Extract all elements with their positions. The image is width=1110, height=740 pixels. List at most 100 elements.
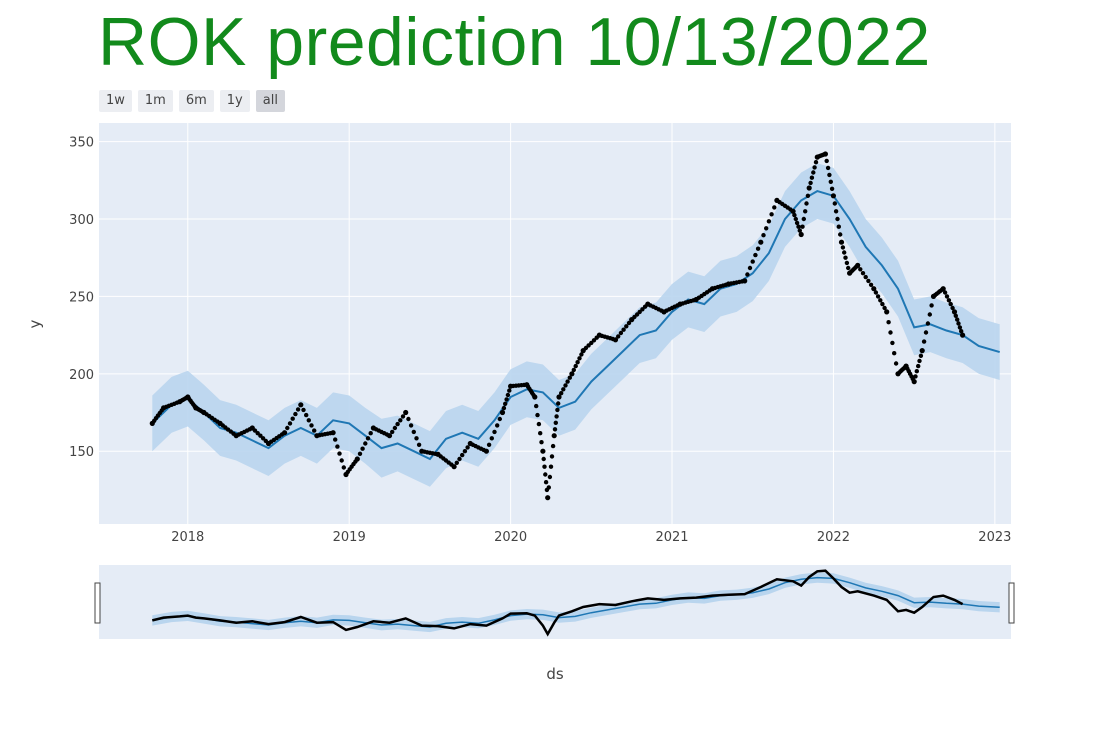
actual-point <box>492 429 497 435</box>
actual-point <box>341 465 346 470</box>
actual-point <box>337 451 342 456</box>
y-tick-label: 200 <box>69 368 94 383</box>
range-button-1w[interactable]: 1w <box>99 90 132 112</box>
actual-point <box>504 397 509 402</box>
actual-point <box>925 321 931 326</box>
actual-point <box>960 332 966 338</box>
actual-point <box>946 298 952 303</box>
actual-point <box>842 250 847 255</box>
range-button-all[interactable]: all <box>255 90 285 112</box>
actual-point <box>555 407 560 413</box>
actual-point <box>927 312 932 317</box>
actual-point <box>545 495 551 501</box>
actual-point <box>833 209 839 214</box>
actual-point <box>460 452 465 458</box>
actual-point <box>301 407 306 413</box>
actual-point <box>893 361 899 366</box>
actual-point <box>451 464 457 470</box>
x-tick-label: 2020 <box>494 530 527 545</box>
actual-point <box>838 232 843 237</box>
actual-point <box>844 260 850 266</box>
actual-point <box>532 394 538 400</box>
actual-point <box>745 272 750 277</box>
x-tick-label: 2021 <box>655 530 688 545</box>
range-button-1m[interactable]: 1m <box>137 90 173 112</box>
actual-point <box>543 472 548 477</box>
actual-point <box>539 440 544 445</box>
actual-point <box>747 265 753 271</box>
x-tick-label: 2019 <box>333 530 366 545</box>
actual-point <box>549 454 555 459</box>
x-axis-title: ds <box>546 665 564 683</box>
actual-point <box>293 411 298 417</box>
x-tick-label: 2022 <box>817 530 850 545</box>
plot-area[interactable] <box>99 123 1011 524</box>
actual-point <box>753 252 758 258</box>
actual-point <box>543 480 549 485</box>
actual-point <box>866 278 871 284</box>
range-slider-right-handle[interactable] <box>1008 582 1015 624</box>
actual-point <box>304 412 309 418</box>
range-slider-left-handle[interactable] <box>94 582 101 624</box>
actual-point <box>312 428 317 433</box>
actual-point <box>556 401 561 406</box>
y-tick-labels: 150 200 250 300 350 <box>69 136 94 461</box>
actual-point <box>836 224 841 229</box>
actual-point <box>400 414 406 419</box>
mini-band <box>152 572 1000 633</box>
actual-point <box>507 388 512 393</box>
range-button-1y[interactable]: 1y <box>219 90 250 112</box>
actual-point <box>953 313 958 318</box>
actual-point <box>796 224 801 229</box>
actual-point <box>339 458 344 463</box>
actual-point <box>282 430 288 436</box>
actual-point <box>577 356 582 361</box>
actual-point <box>538 431 543 436</box>
actual-point <box>750 259 755 264</box>
actual-point <box>843 255 848 260</box>
actual-point <box>368 431 373 436</box>
actual-point <box>330 430 336 436</box>
actual-point <box>287 421 293 426</box>
actual-point <box>766 219 772 224</box>
actual-point <box>811 170 816 175</box>
actual-point <box>550 443 556 449</box>
actual-point <box>579 352 584 357</box>
actual-point <box>800 224 805 229</box>
actual-point <box>792 212 797 218</box>
actual-point <box>542 464 547 469</box>
actual-point <box>363 441 368 446</box>
actual-point <box>911 379 917 385</box>
actual-point <box>298 402 304 408</box>
mini-actual-line <box>151 569 964 637</box>
y-tick-label: 150 <box>69 445 94 460</box>
actual-point <box>764 226 769 231</box>
actual-point <box>501 405 507 411</box>
actual-point <box>956 321 961 326</box>
actual-point <box>884 309 890 315</box>
actual-point <box>499 409 506 416</box>
actual-point <box>563 383 568 388</box>
y-tick-label: 300 <box>69 213 94 228</box>
actual-point <box>797 228 802 233</box>
actual-point <box>414 436 419 441</box>
actual-point <box>567 375 572 380</box>
uncertainty-band <box>152 163 1000 487</box>
actual-point <box>882 305 887 311</box>
range-button-6m[interactable]: 6m <box>178 90 214 112</box>
actual-point <box>309 423 314 428</box>
actual-point <box>917 358 922 364</box>
actual-point <box>772 205 777 210</box>
actual-point <box>398 418 403 423</box>
actual-point <box>827 172 832 178</box>
range-slider[interactable] <box>99 565 1011 639</box>
actual-point <box>624 324 629 329</box>
actual-point <box>390 429 395 435</box>
actual-point <box>955 317 960 322</box>
actual-point <box>333 437 338 442</box>
actual-point <box>495 423 500 428</box>
actual-point <box>536 421 542 427</box>
actual-point <box>569 371 575 377</box>
actual-point <box>801 216 806 222</box>
